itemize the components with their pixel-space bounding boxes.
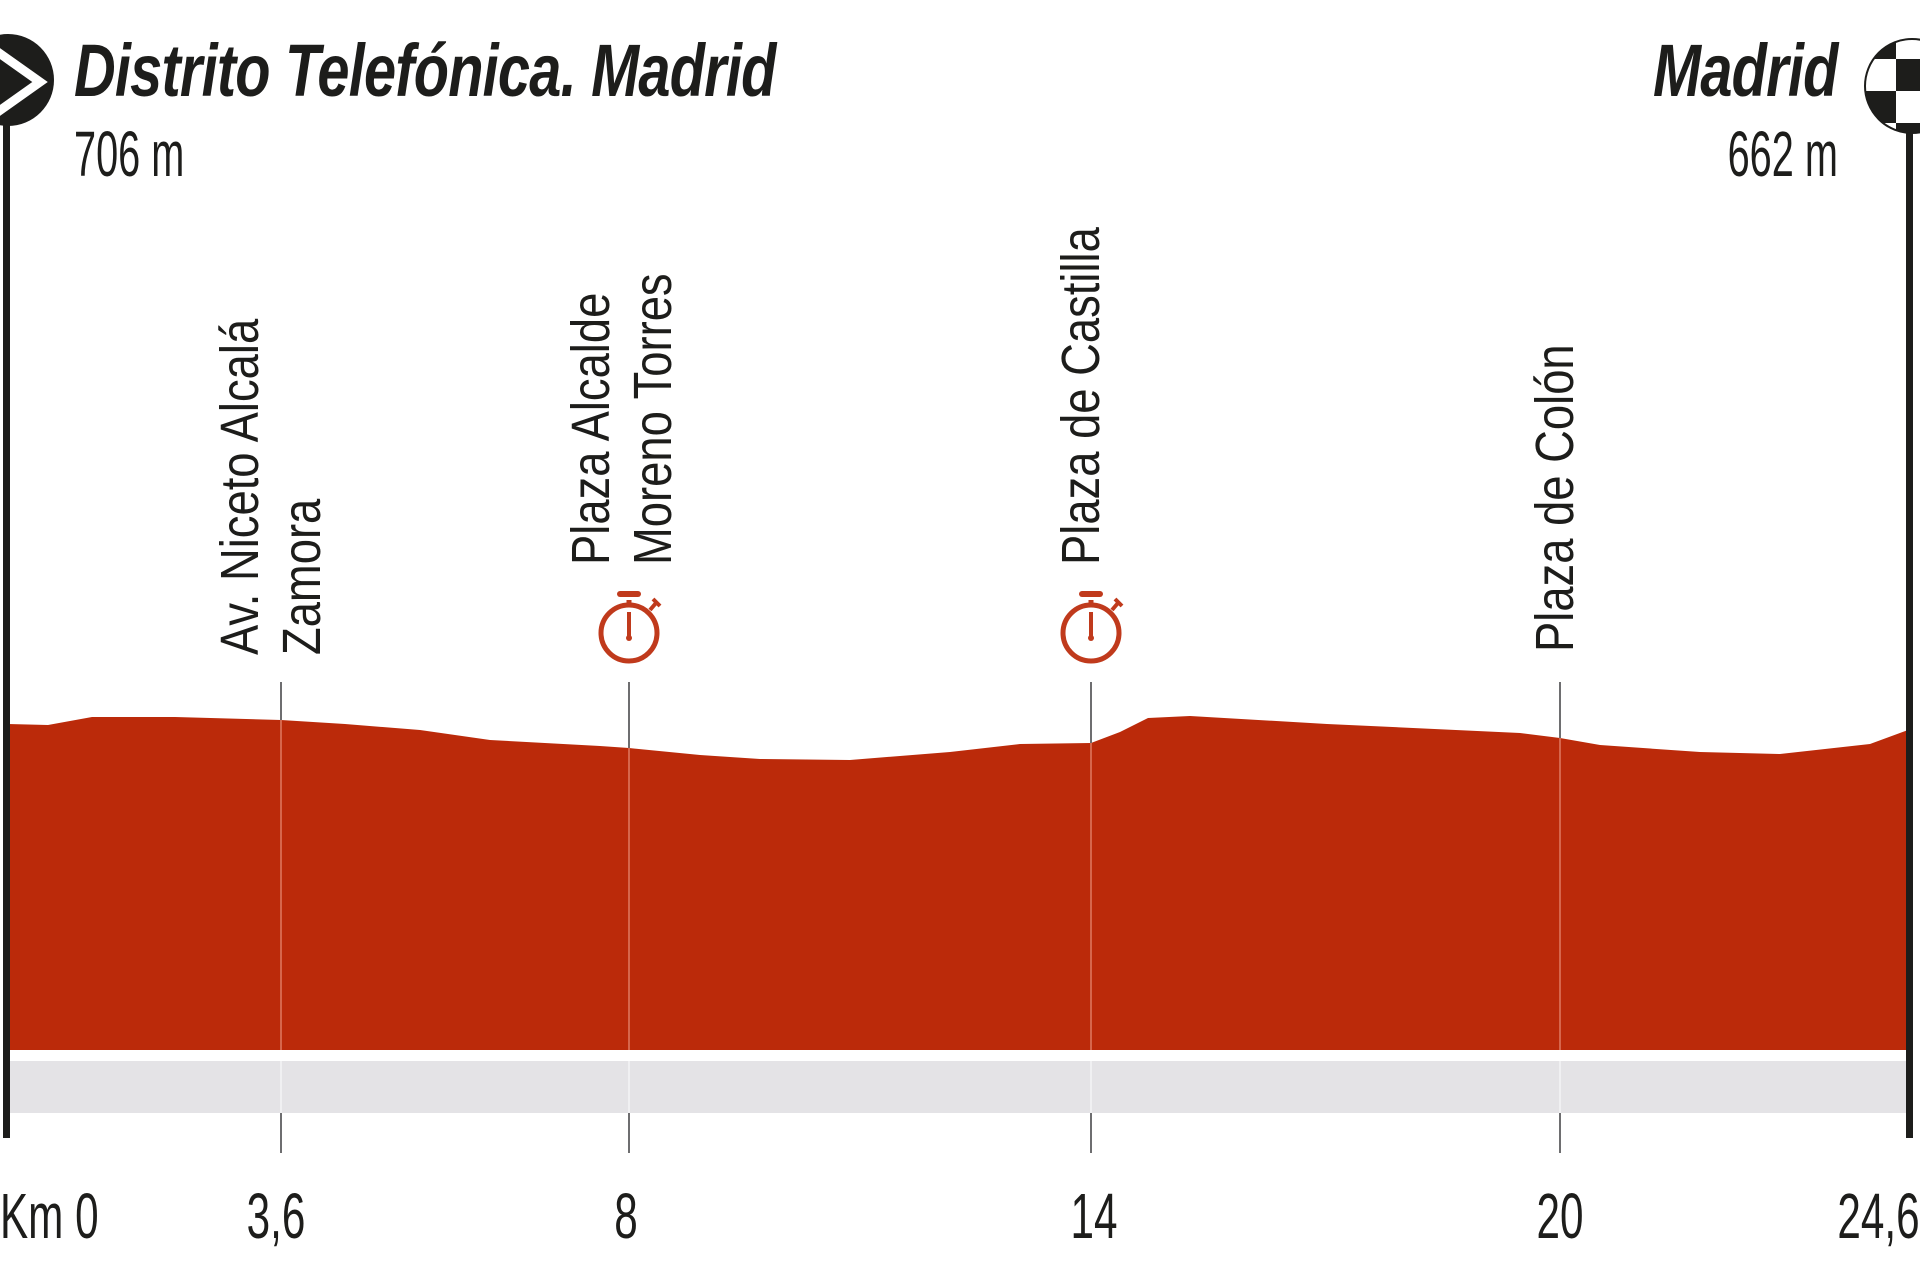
km-label-start: Km 0	[0, 1180, 99, 1252]
start-location-name: Distrito Telefónica. Madrid	[74, 29, 776, 112]
waypoint-label-niceto-alcala-line2: Zamora	[272, 498, 332, 655]
waypoint-label-plaza-castilla: Plaza de Castilla	[1051, 227, 1111, 565]
finish-pole	[1906, 120, 1913, 1138]
km-label-20: 20	[1536, 1180, 1584, 1252]
stopwatch-icon	[1060, 591, 1124, 664]
start-pole	[3, 110, 10, 1138]
km-label-14: 14	[1070, 1180, 1118, 1252]
base-band	[8, 1061, 1906, 1113]
waypoint-label-plaza-colon: Plaza de Colón	[1525, 344, 1585, 652]
checkered-flag-icon	[1864, 38, 1920, 134]
marker-lines	[280, 682, 1561, 748]
km-label-3-6: 3,6	[246, 1180, 306, 1252]
stopwatch-icon	[598, 591, 662, 664]
finish-location-name: Madrid	[1653, 29, 1838, 112]
waypoint-label-niceto-alcala-line1: Av. Niceto Alcalá	[210, 318, 270, 655]
elevation-profile-area	[8, 716, 1908, 1050]
waypoint-label-moreno-torres-line2: Moreno Torres	[623, 273, 683, 565]
km-label-end: 24,6	[1837, 1180, 1920, 1252]
axis-ticks	[280, 1113, 1561, 1153]
start-elevation: 706 m	[74, 118, 185, 190]
marker-lines-band	[280, 1061, 1561, 1113]
waypoint-label-moreno-torres-line1: Plaza Alcalde	[561, 292, 621, 565]
start-arrow-icon	[0, 34, 54, 126]
km-label-8: 8	[614, 1180, 638, 1252]
finish-elevation: 662 m	[1727, 118, 1838, 190]
marker-lines-inside	[280, 720, 1561, 1050]
